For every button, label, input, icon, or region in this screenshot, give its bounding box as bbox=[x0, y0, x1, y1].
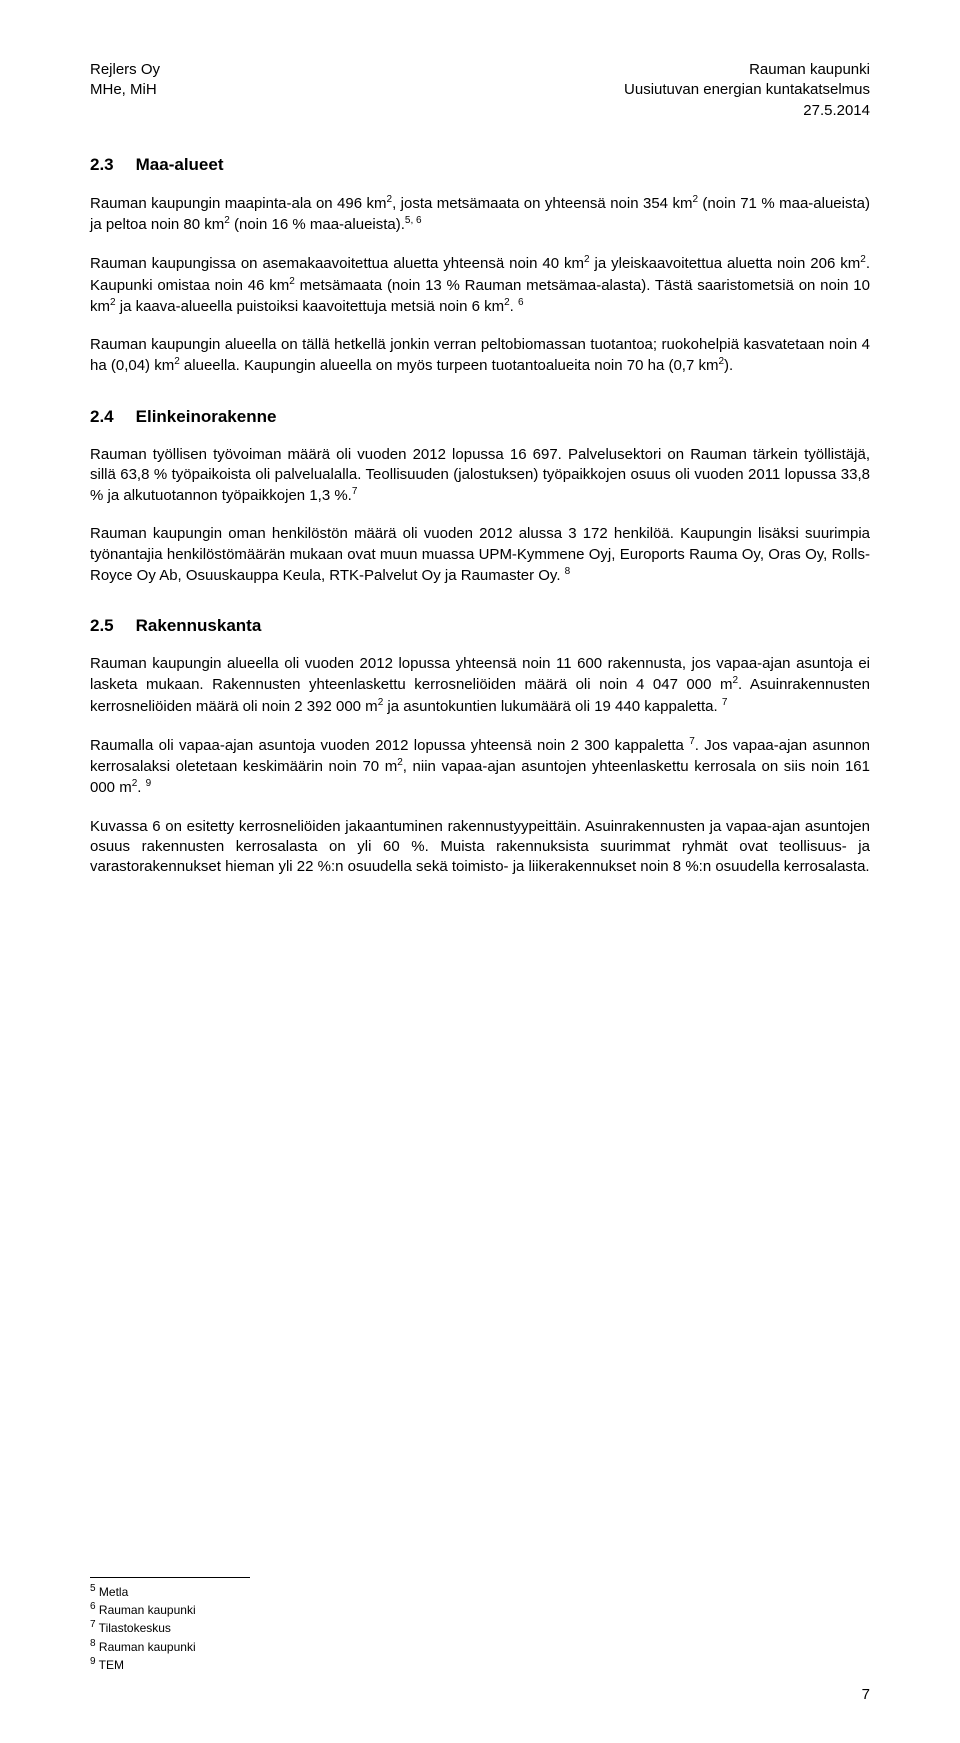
text: , josta metsämaata on yhteensä noin 354 … bbox=[392, 195, 692, 212]
footnote-ref: 6 bbox=[518, 297, 524, 308]
paragraph: Kuvassa 6 on esitetty kerrosneliöiden ja… bbox=[90, 817, 870, 878]
section-title: Elinkeinorakenne bbox=[136, 407, 277, 426]
header-company: Rejlers Oy bbox=[90, 60, 160, 80]
footnote: 6 Rauman kaupunki bbox=[90, 1600, 870, 1618]
footnote-ref: 8 bbox=[565, 566, 571, 577]
footnote-text: Metla bbox=[96, 1585, 129, 1599]
section-num: 2.4 bbox=[90, 407, 114, 427]
footnote-ref: 9 bbox=[146, 778, 152, 789]
text: Rauman kaupungissa on asemakaavoitettua … bbox=[90, 255, 584, 272]
footnote: 7 Tilastokeskus bbox=[90, 1618, 870, 1636]
text: Raumalla oli vapaa-ajan asuntoja vuoden … bbox=[90, 737, 689, 754]
text: Rauman kaupungin maapinta-ala on 496 km bbox=[90, 195, 387, 212]
footnote-ref: 5, 6 bbox=[405, 215, 422, 226]
section-num: 2.5 bbox=[90, 616, 114, 636]
header-left: Rejlers Oy MHe, MiH bbox=[90, 60, 160, 121]
text: Rauman työllisen työvoiman määrä oli vuo… bbox=[90, 446, 870, 505]
section-heading-23: 2.3 Maa-alueet bbox=[90, 155, 870, 175]
text: ja yleiskaavoitettua aluetta noin 206 km bbox=[590, 255, 861, 272]
header-right: Rauman kaupunki Uusiutuvan energian kunt… bbox=[624, 60, 870, 121]
section-title: Maa-alueet bbox=[136, 155, 224, 174]
paragraph: Rauman kaupungin oman henkilöstön määrä … bbox=[90, 524, 870, 586]
footnote-text: Rauman kaupunki bbox=[96, 1603, 196, 1617]
header-date: 27.5.2014 bbox=[624, 101, 870, 121]
text: ja kaava-alueella puistoiksi kaavoitettu… bbox=[116, 298, 505, 315]
text: . bbox=[510, 298, 518, 315]
section-title: Rakennuskanta bbox=[136, 616, 262, 635]
text: Rauman kaupungin oman henkilöstön määrä … bbox=[90, 525, 870, 584]
footnote-rule bbox=[90, 1577, 250, 1578]
section-num: 2.3 bbox=[90, 155, 114, 175]
document-page: Rejlers Oy MHe, MiH Rauman kaupunki Uusi… bbox=[0, 0, 960, 1743]
footnote-text: TEM bbox=[96, 1658, 124, 1672]
paragraph: Rauman kaupungissa on asemakaavoitettua … bbox=[90, 253, 870, 317]
header-title: Uusiutuvan energian kuntakatselmus bbox=[624, 80, 870, 100]
footnote-text: Rauman kaupunki bbox=[96, 1640, 196, 1654]
page-number: 7 bbox=[862, 1686, 870, 1703]
header-client: Rauman kaupunki bbox=[624, 60, 870, 80]
header-authors: MHe, MiH bbox=[90, 80, 160, 100]
section-heading-25: 2.5 Rakennuskanta bbox=[90, 616, 870, 636]
paragraph: Raumalla oli vapaa-ajan asuntoja vuoden … bbox=[90, 735, 870, 799]
text: alueella. Kaupungin alueella on myös tur… bbox=[180, 357, 719, 374]
text: Kuvassa 6 on esitetty kerrosneliöiden ja… bbox=[90, 818, 870, 876]
footnote-ref: 7 bbox=[352, 486, 358, 497]
footnote: 5 Metla bbox=[90, 1582, 870, 1600]
footnote: 9 TEM bbox=[90, 1655, 870, 1673]
page-header: Rejlers Oy MHe, MiH Rauman kaupunki Uusi… bbox=[90, 60, 870, 121]
paragraph: Rauman kaupungin alueella oli vuoden 201… bbox=[90, 654, 870, 717]
text: ). bbox=[724, 357, 733, 374]
footnote: 8 Rauman kaupunki bbox=[90, 1637, 870, 1655]
text: . bbox=[137, 779, 145, 796]
footnote-text: Tilastokeskus bbox=[96, 1621, 171, 1635]
paragraph: Rauman kaupungin alueella on tällä hetke… bbox=[90, 335, 870, 377]
text: ja asuntokuntien lukumäärä oli 19 440 ka… bbox=[383, 698, 722, 715]
paragraph: Rauman työllisen työvoiman määrä oli vuo… bbox=[90, 445, 870, 507]
footnotes: 5 Metla 6 Rauman kaupunki 7 Tilastokesku… bbox=[90, 1577, 870, 1673]
section-heading-24: 2.4 Elinkeinorakenne bbox=[90, 407, 870, 427]
text: (noin 16 % maa-alueista). bbox=[230, 216, 405, 233]
paragraph: Rauman kaupungin maapinta-ala on 496 km2… bbox=[90, 193, 870, 236]
footnote-ref: 7 bbox=[722, 697, 728, 708]
